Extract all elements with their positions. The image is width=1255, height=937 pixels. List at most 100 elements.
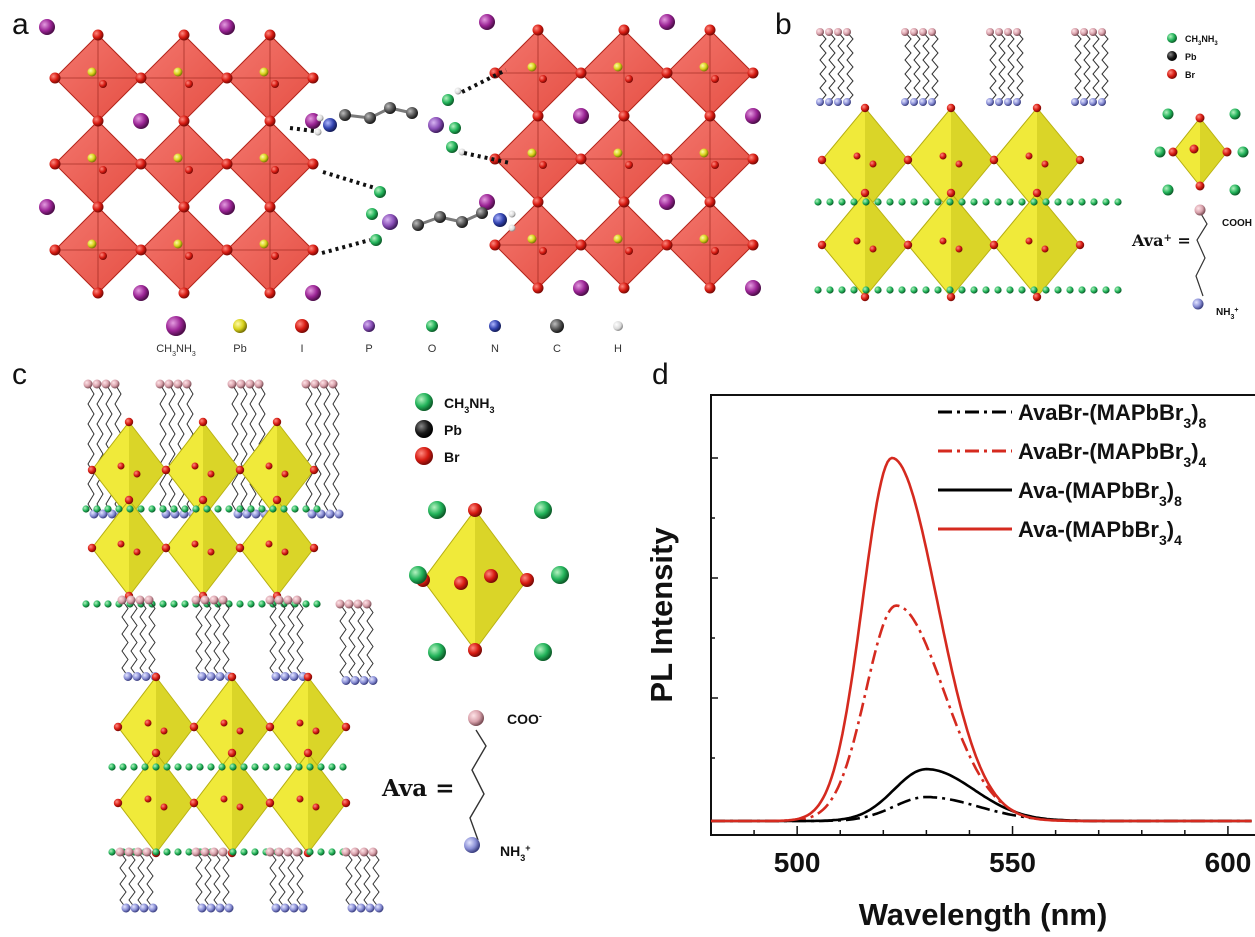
ch3nh3-cation [838, 198, 846, 206]
ch3nh3-cation [1042, 286, 1050, 294]
bromide-atom [341, 798, 351, 808]
ch3nh3-cation [236, 505, 244, 513]
ch3nh3-cation [185, 848, 193, 856]
bromide-atom [220, 795, 228, 803]
lead-atom [527, 148, 537, 158]
ch3nh3-cation [163, 848, 171, 856]
bromide-atom [207, 548, 215, 556]
y-axis-label: PL Intensity [644, 527, 679, 703]
ch3nh3-cation [104, 600, 112, 608]
ch3nh3-cation [1154, 146, 1166, 158]
legend-br-icon-c [415, 447, 433, 465]
iodide-atom [711, 75, 719, 83]
ch3nh3-cation [1030, 198, 1038, 206]
bromide-atom [989, 240, 999, 250]
amine-end [910, 98, 918, 106]
ava-top-group-c: COO- [507, 711, 542, 727]
carboxyl-end [191, 847, 201, 857]
series-line-0 [711, 795, 1252, 823]
alkyl-chain [119, 851, 127, 909]
iodide-atom [625, 75, 633, 83]
amine-end [1080, 98, 1088, 106]
lead-atom [87, 67, 97, 77]
series-line-1 [711, 604, 1252, 823]
bromide-atom [161, 465, 171, 475]
ch3nh3-cation [291, 505, 299, 513]
octahedron-face [156, 753, 194, 853]
iodide-atom [747, 67, 759, 79]
iodide-atom [747, 153, 759, 165]
ch3nh3-cation [659, 14, 675, 30]
alkyl-chain [305, 383, 313, 515]
amine-end [1004, 98, 1012, 106]
panel-c-legend: CH3NH3 Pb Br [409, 393, 569, 661]
alkyl-chain [204, 851, 212, 909]
alkyl-chain [195, 851, 203, 909]
ch3nh3-cation [814, 286, 822, 294]
alkyl-chain [213, 599, 221, 677]
bromide-atom [341, 722, 351, 732]
ch3nh3-cation [826, 286, 834, 294]
legend-pb-icon-c [415, 420, 433, 438]
ch3nh3-cation [218, 763, 226, 771]
alkyl-chain [348, 603, 356, 681]
lead-atom [699, 148, 709, 158]
series-line-2 [711, 767, 1252, 823]
ch3nh3-cation [1066, 286, 1074, 294]
iodide-atom [575, 153, 587, 165]
ch3nh3-cation [280, 505, 288, 513]
bromide-atom [1195, 113, 1205, 123]
amine-end [843, 98, 851, 106]
bromide-atom [1041, 245, 1049, 253]
ch3nh3-cation [313, 505, 321, 513]
iodide-atom [532, 196, 544, 208]
octahedron-face [475, 510, 527, 650]
panel-d: d 500 550 600 AvaBr-(MAPbBr3)8AvaBr-(MAPbB… [644, 358, 1255, 932]
carbon-atom [384, 102, 396, 114]
lead-atom [527, 234, 537, 244]
alkyl-chain [1083, 31, 1091, 103]
ch3nh3-cation [339, 763, 347, 771]
oxygen-atom [374, 186, 386, 198]
legend-atom-o-icon [426, 320, 438, 332]
legend-label-0: AvaBr-(MAPbBr3)8 [1018, 400, 1207, 431]
ch3nh3-cation [874, 286, 882, 294]
bromide-atom [265, 462, 273, 470]
iodide-atom [185, 80, 193, 88]
ch3nh3-cation [159, 505, 167, 513]
carboxyl-end [110, 379, 120, 389]
bromide-atom [117, 462, 125, 470]
hydrogen-atom [316, 114, 324, 122]
ch3nh3-cation [170, 505, 178, 513]
ch3nh3-cation [922, 286, 930, 294]
ch3nh3-cation [328, 848, 336, 856]
iodide-atom [711, 161, 719, 169]
legend-ch3nh3-icon [1167, 33, 1177, 43]
iodide-atom [49, 244, 61, 256]
ch3nh3-cation [573, 108, 589, 124]
iodide-atom [178, 201, 190, 213]
ch3nh3-cation [745, 108, 761, 124]
carboxyl-end [283, 595, 293, 605]
iodide-atom [178, 115, 190, 127]
ch3nh3-cation [247, 505, 255, 513]
iodide-atom [618, 282, 630, 294]
ch3nh3-cation [1078, 286, 1086, 294]
ch3nh3-cation [994, 286, 1002, 294]
alkyl-chain [240, 383, 248, 515]
carboxyl-end [101, 379, 111, 389]
series-line-3 [711, 456, 1252, 823]
ch3nh3-cation [305, 285, 321, 301]
bromide-atom [207, 470, 215, 478]
alkyl-chain [287, 599, 295, 677]
carboxyl-end [319, 379, 329, 389]
ch3nh3-cation [910, 286, 918, 294]
bromide-atom [117, 540, 125, 548]
alkyl-chain [314, 383, 322, 515]
carbon-chain-bond [417, 211, 483, 227]
carbon-atom [476, 207, 488, 219]
alkyl-chain [357, 603, 365, 681]
ch3nh3-cation [910, 198, 918, 206]
octahedron-face [1037, 193, 1080, 297]
alkyl-chain [1016, 31, 1024, 103]
